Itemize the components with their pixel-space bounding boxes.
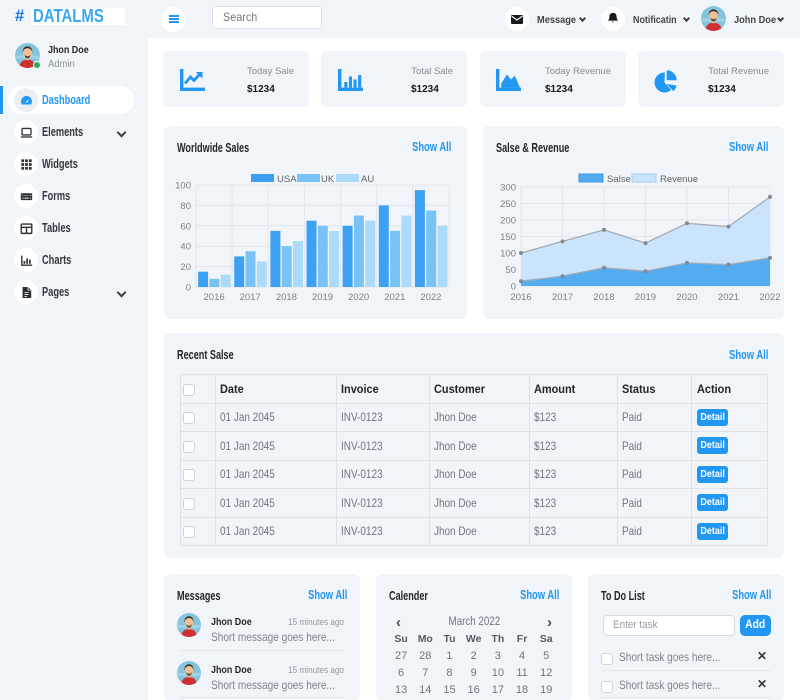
svg-text:2017: 2017 — [552, 292, 573, 303]
svg-text:2019: 2019 — [635, 292, 656, 303]
svg-text:2022: 2022 — [759, 292, 780, 303]
svg-text:AU: AU — [361, 174, 374, 185]
svg-text:300: 300 — [500, 183, 516, 194]
svg-text:2017: 2017 — [240, 292, 261, 303]
svg-text:100: 100 — [500, 249, 516, 260]
svg-text:40: 40 — [180, 242, 191, 253]
svg-text:20: 20 — [180, 262, 191, 273]
svg-text:USA: USA — [277, 174, 297, 185]
svg-text:50: 50 — [505, 265, 516, 276]
svg-text:150: 150 — [500, 232, 516, 243]
svg-text:0: 0 — [511, 282, 516, 293]
svg-text:80: 80 — [180, 201, 191, 212]
svg-text:2020: 2020 — [676, 292, 697, 303]
svg-text:60: 60 — [180, 221, 191, 232]
svg-text:0: 0 — [186, 283, 191, 294]
svg-text:2022: 2022 — [420, 292, 441, 303]
svg-text:2019: 2019 — [312, 292, 333, 303]
svg-text:250: 250 — [500, 199, 516, 210]
svg-text:200: 200 — [500, 216, 516, 227]
svg-text:2016: 2016 — [204, 292, 225, 303]
svg-text:2018: 2018 — [276, 292, 297, 303]
svg-text:Revenue: Revenue — [660, 174, 698, 185]
svg-text:2021: 2021 — [384, 292, 405, 303]
svg-text:Salse: Salse — [607, 174, 631, 185]
svg-text:100: 100 — [175, 181, 191, 192]
svg-text:UK: UK — [321, 174, 335, 185]
svg-text:2021: 2021 — [718, 292, 739, 303]
svg-text:2016: 2016 — [510, 292, 531, 303]
svg-text:2020: 2020 — [348, 292, 369, 303]
svg-text:2018: 2018 — [593, 292, 614, 303]
